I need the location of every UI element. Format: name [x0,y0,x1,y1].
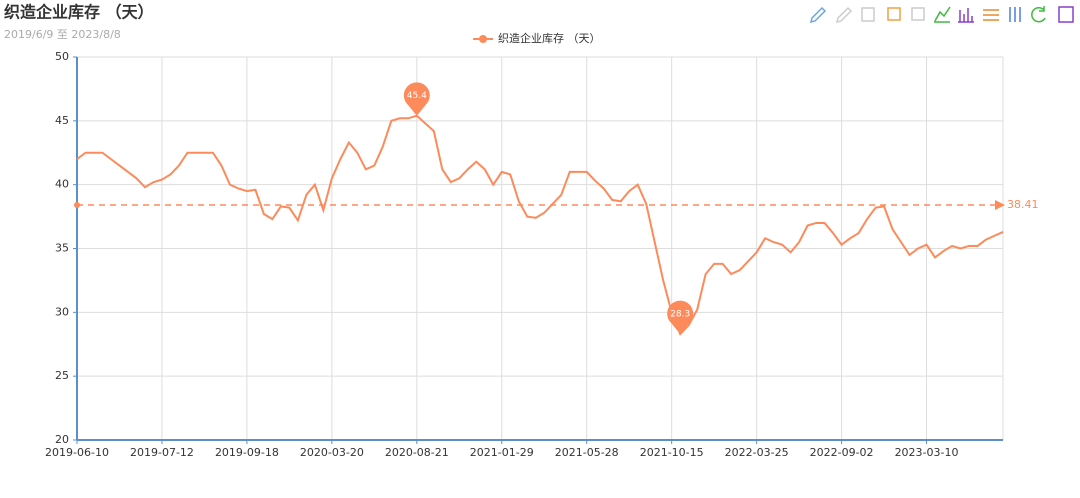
mark-pin [403,82,430,116]
x-tick-label: 2022-09-02 [810,446,874,459]
tool-mark[interactable] [809,6,827,24]
mark-pin-label: 28.3 [670,310,690,320]
tool-clear[interactable] [861,7,875,22]
average-arrow [995,199,1005,210]
tool-zoom[interactable] [887,7,901,21]
tool-save[interactable] [1058,6,1074,23]
x-tick-label: 2019-07-12 [130,446,194,459]
chart-title: 织造企业库存 （天） [4,3,154,22]
x-tick-label: 2019-06-10 [45,446,109,459]
tool-mark-undo[interactable] [835,6,853,24]
y-tick-label: 45 [55,114,69,127]
y-tick-label: 40 [55,178,69,191]
x-tick-label: 2020-08-21 [385,446,449,459]
tool-restore[interactable] [1031,6,1046,23]
tool-zoom-back[interactable] [911,7,925,21]
x-tick-label: 2022-03-25 [725,446,789,459]
average-label: 38.41 [1007,198,1039,211]
tool-line[interactable] [934,6,951,23]
y-tick-label: 25 [55,369,69,382]
mark-pin-label: 45.4 [407,91,427,101]
average-start [74,201,80,208]
y-tick-label: 35 [55,242,69,255]
chart-subtitle: 2019/6/9 至 2023/8/8 [4,28,121,41]
mark-pin [667,300,694,335]
x-tick-label: 2023-03-10 [895,446,959,459]
tool-tiled[interactable] [1009,7,1021,22]
legend-label: 织造企业库存 （天） [498,31,601,45]
y-tick-label: 20 [55,433,69,446]
x-tick-label: 2021-10-15 [640,446,704,459]
x-tick-label: 2021-05-28 [555,446,619,459]
tool-bar[interactable] [958,8,974,23]
y-tick-label: 50 [55,50,69,63]
legend-symbol [479,35,487,43]
tool-stack[interactable] [983,9,999,21]
x-tick-label: 2020-03-20 [300,446,364,459]
series-line [76,114,1004,336]
x-tick-label: 2021-01-29 [470,446,534,459]
x-tick-label: 2019-09-18 [215,446,279,459]
toolbox [809,6,1074,24]
y-tick-label: 30 [55,305,69,318]
